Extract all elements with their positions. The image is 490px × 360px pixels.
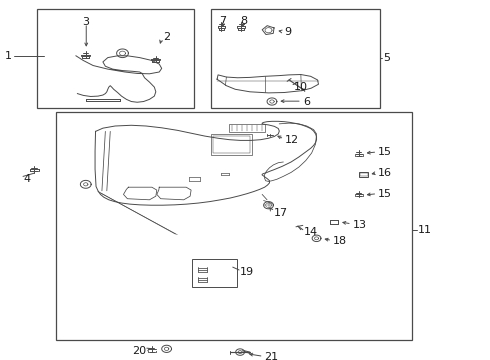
Bar: [213, 136, 250, 153]
Text: 10: 10: [294, 82, 308, 92]
Text: 8: 8: [240, 16, 247, 26]
Text: 16: 16: [378, 168, 392, 178]
Text: 11: 11: [417, 225, 432, 235]
Bar: [211, 134, 252, 155]
Text: 15: 15: [378, 189, 392, 199]
Text: 18: 18: [333, 236, 347, 246]
Text: 15: 15: [378, 147, 392, 157]
Text: 2: 2: [163, 32, 170, 42]
Text: 9: 9: [284, 27, 292, 37]
Text: 1: 1: [5, 51, 12, 61]
Bar: [56, 112, 412, 340]
Bar: [360, 173, 368, 176]
Text: 3: 3: [82, 17, 89, 27]
Text: 5: 5: [383, 53, 390, 63]
Text: 19: 19: [240, 267, 254, 277]
Bar: [192, 259, 237, 287]
Text: 7: 7: [220, 16, 227, 26]
Text: 17: 17: [273, 208, 288, 218]
Bar: [229, 124, 265, 132]
Bar: [211, 9, 380, 108]
Text: 14: 14: [304, 227, 318, 237]
Bar: [359, 172, 368, 177]
Text: 21: 21: [265, 352, 279, 360]
Text: 6: 6: [303, 97, 310, 107]
Text: 4: 4: [24, 174, 31, 184]
Text: 20: 20: [132, 346, 147, 356]
Bar: [37, 9, 194, 108]
Text: 13: 13: [353, 220, 367, 230]
Text: 12: 12: [285, 135, 299, 145]
